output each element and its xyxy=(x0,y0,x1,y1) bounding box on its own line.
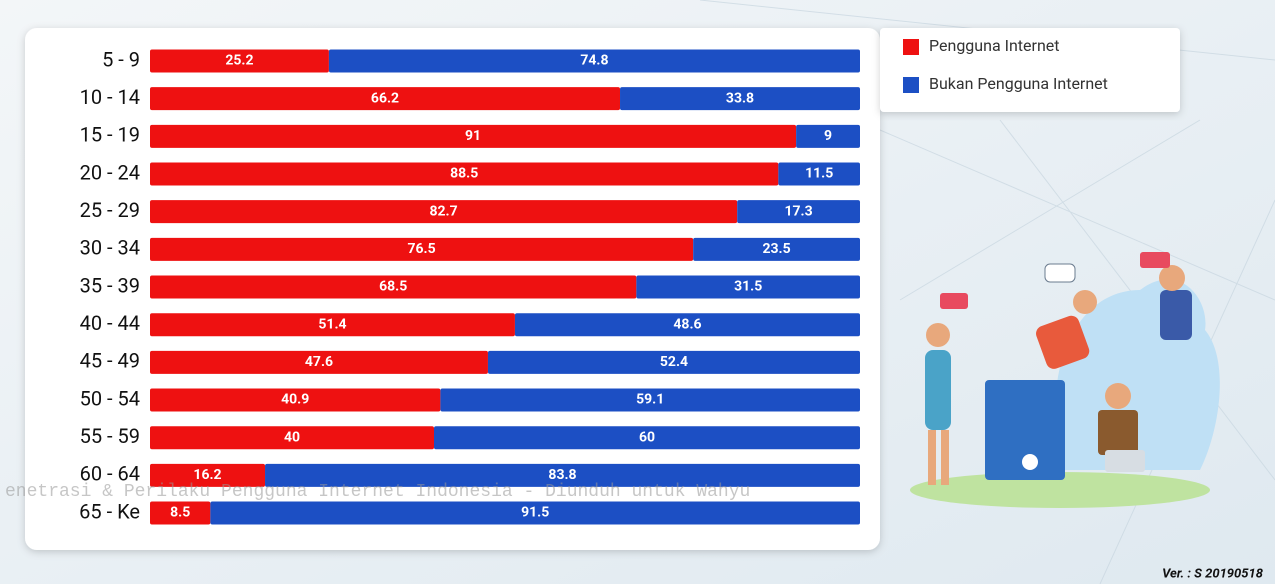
category-label: 45 - 49 xyxy=(80,349,140,373)
value-label: 91 xyxy=(465,128,481,144)
bar-segment xyxy=(440,388,860,412)
bar-segment xyxy=(514,313,860,337)
value-label: 8.5 xyxy=(170,505,190,521)
value-label: 82.7 xyxy=(429,203,457,219)
value-label: 25.2 xyxy=(225,53,253,69)
value-label: 31.5 xyxy=(734,279,762,295)
category-label: 20 - 24 xyxy=(80,160,140,184)
bar-segment xyxy=(636,275,860,299)
bar-segment xyxy=(150,350,488,374)
value-label: 23.5 xyxy=(762,241,790,257)
value-label: 68.5 xyxy=(379,279,407,295)
value-label: 52.4 xyxy=(660,354,688,370)
bar-segment xyxy=(434,426,860,450)
legend-box xyxy=(880,28,1180,112)
category-label: 40 - 44 xyxy=(80,311,140,335)
bar-segment xyxy=(265,463,860,487)
bar-segment xyxy=(150,87,621,111)
bar-segment xyxy=(778,162,860,186)
bar-segment xyxy=(150,124,797,148)
value-label: 60 xyxy=(639,429,655,445)
bar-segment xyxy=(150,200,738,224)
legend-swatch xyxy=(903,39,919,55)
category-label: 35 - 39 xyxy=(80,273,140,297)
watermark: enetrasi & Perilaku Pengguna Internet In… xyxy=(5,482,750,502)
bar-segment xyxy=(693,237,860,261)
bar-segment xyxy=(150,426,434,450)
legend-label: Bukan Pengguna Internet xyxy=(929,74,1108,93)
version-label: Ver. : S 20190518 xyxy=(1162,566,1264,581)
value-label: 40 xyxy=(284,429,300,445)
category-label: 60 - 64 xyxy=(80,462,140,486)
value-label: 9 xyxy=(824,128,832,144)
value-label: 33.8 xyxy=(726,90,754,106)
category-label: 25 - 29 xyxy=(80,198,140,222)
bar-segment xyxy=(150,275,637,299)
bar-segment xyxy=(487,350,860,374)
value-label: 91.5 xyxy=(521,505,549,521)
bar-segment xyxy=(150,463,266,487)
legend-label: Pengguna Internet xyxy=(929,36,1060,55)
bar-segment xyxy=(150,501,211,525)
bar-segment xyxy=(328,49,860,73)
bar-segment xyxy=(150,49,329,73)
illustration xyxy=(910,252,1220,508)
legend-swatch xyxy=(903,77,919,93)
value-label: 51.4 xyxy=(318,316,346,332)
category-label: 5 - 9 xyxy=(102,47,140,71)
category-label: 65 - Ke xyxy=(79,499,140,523)
category-label: 30 - 34 xyxy=(80,236,140,260)
value-label: 74.8 xyxy=(580,53,608,69)
bar-segment xyxy=(150,162,779,186)
value-label: 47.6 xyxy=(305,354,333,370)
value-label: 11.5 xyxy=(805,166,833,182)
value-label: 59.1 xyxy=(636,392,664,408)
value-label: 48.6 xyxy=(673,316,701,332)
plot: 5 - 9 25.2 74.8 10 - 14 66.2 33.8 15 - 19 91 9 20… xyxy=(79,36,1108,525)
bar-segment xyxy=(796,124,860,148)
value-label: 76.5 xyxy=(407,241,435,257)
bar-segment xyxy=(210,501,861,525)
value-label: 40.9 xyxy=(281,392,309,408)
bar-segment xyxy=(150,313,515,337)
value-label: 66.2 xyxy=(371,90,399,106)
bar-segment xyxy=(737,200,860,224)
value-label: 83.8 xyxy=(548,467,576,483)
bar-segment xyxy=(150,237,694,261)
category-label: 55 - 59 xyxy=(80,424,140,448)
category-label: 50 - 54 xyxy=(80,386,140,410)
category-label: 10 - 14 xyxy=(80,85,140,109)
value-label: 17.3 xyxy=(784,203,812,219)
value-label: 16.2 xyxy=(193,467,221,483)
bar-segment xyxy=(150,388,441,412)
category-label: 15 - 19 xyxy=(80,123,140,147)
value-label: 88.5 xyxy=(450,166,478,182)
bar-segment xyxy=(620,87,860,111)
